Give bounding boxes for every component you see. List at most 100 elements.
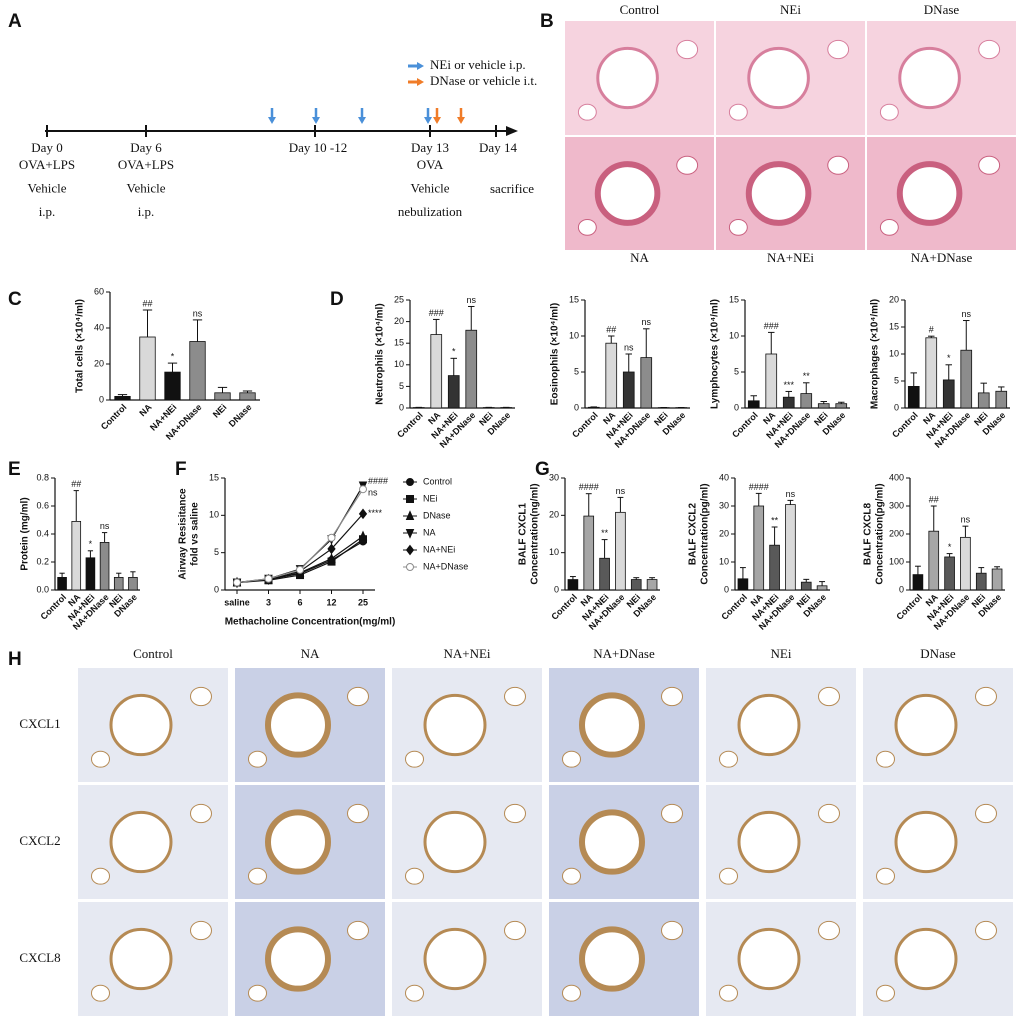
airway bbox=[423, 927, 487, 991]
alveolus bbox=[879, 103, 899, 121]
alveolus bbox=[818, 803, 840, 824]
y-axis-label: Concentration(pg/ml) bbox=[875, 483, 886, 584]
bar bbox=[189, 341, 206, 401]
y-axis-label: Eosinophils (×10⁴/ml) bbox=[550, 303, 561, 405]
bar bbox=[57, 577, 67, 591]
alveolus bbox=[577, 103, 597, 121]
significance: #### bbox=[368, 476, 388, 486]
bar bbox=[640, 357, 653, 409]
day-label: Day 6 bbox=[130, 140, 162, 155]
bar bbox=[747, 400, 760, 409]
micrograph bbox=[863, 785, 1013, 899]
bar bbox=[430, 334, 443, 409]
y-tick-label: 0 bbox=[399, 402, 404, 412]
bar bbox=[907, 385, 920, 409]
y-tick-label: 40 bbox=[94, 322, 104, 332]
alveolus bbox=[876, 984, 895, 1002]
bar bbox=[991, 568, 1003, 591]
y-tick-label: 10 bbox=[549, 547, 559, 557]
x-tick-label: 6 bbox=[297, 597, 302, 607]
y-axis-label: Protein (mg/ml) bbox=[20, 497, 31, 570]
bar bbox=[99, 542, 110, 591]
x-tick-label: 3 bbox=[266, 597, 271, 607]
ihc-row-label: CXCL8 bbox=[19, 950, 60, 965]
x-tick-label: Control bbox=[890, 410, 920, 440]
x-tick-label: Control bbox=[549, 592, 579, 622]
y-tick-label: 10 bbox=[729, 330, 739, 340]
bar bbox=[737, 578, 749, 591]
alveolus bbox=[975, 803, 997, 824]
alveolus bbox=[504, 803, 526, 824]
legend-arrow-head bbox=[417, 78, 424, 86]
y-tick-label: 30 bbox=[719, 500, 729, 510]
legend-marker bbox=[406, 478, 414, 486]
bar bbox=[599, 557, 610, 591]
marker bbox=[233, 578, 241, 587]
arrow-head bbox=[268, 117, 276, 124]
alveolus bbox=[728, 218, 748, 236]
alveolus bbox=[876, 750, 895, 768]
y-tick-label: 400 bbox=[889, 472, 904, 482]
significance: * bbox=[947, 353, 951, 363]
ihc-row-label: CXCL1 bbox=[19, 716, 60, 731]
airway bbox=[109, 927, 173, 991]
arrow-head bbox=[457, 117, 465, 124]
y-tick-label: 0.8 bbox=[36, 472, 49, 482]
legend-marker bbox=[405, 510, 415, 520]
airway bbox=[594, 161, 661, 226]
y-tick-label: 5 bbox=[734, 366, 739, 376]
legend-marker bbox=[406, 495, 414, 503]
alveolus bbox=[719, 867, 738, 885]
airway bbox=[265, 926, 331, 992]
significance: ns bbox=[368, 488, 378, 498]
bar bbox=[113, 577, 124, 591]
alveolus bbox=[661, 686, 683, 707]
significance: #### bbox=[749, 482, 769, 492]
day-label: Day 13 bbox=[411, 140, 449, 155]
airway bbox=[579, 926, 645, 992]
marker bbox=[327, 533, 336, 542]
y-tick-label: 0 bbox=[899, 584, 904, 594]
significance: ** bbox=[771, 515, 779, 525]
histology-label: NA bbox=[630, 250, 649, 265]
alveolus bbox=[676, 39, 699, 60]
y-tick-label: 10 bbox=[569, 330, 579, 340]
alveolus bbox=[676, 155, 699, 175]
panel-label: C bbox=[8, 289, 22, 310]
significance: ns bbox=[624, 342, 634, 352]
significance: ns bbox=[616, 486, 626, 496]
significance: ns bbox=[961, 309, 971, 319]
day-note: OVA+LPS bbox=[19, 157, 75, 172]
airway bbox=[737, 693, 801, 757]
marker bbox=[296, 565, 304, 574]
airway bbox=[109, 810, 173, 874]
panel-label: G bbox=[535, 459, 550, 480]
alveolus bbox=[248, 984, 267, 1002]
x-tick-label: NA bbox=[137, 402, 154, 419]
alveolus bbox=[661, 803, 683, 824]
bar bbox=[139, 336, 156, 401]
histology-label: DNase bbox=[924, 2, 960, 17]
bar bbox=[816, 585, 828, 591]
y-tick-label: 15 bbox=[729, 294, 739, 304]
bar bbox=[587, 406, 600, 409]
micrograph bbox=[863, 668, 1013, 782]
legend-marker bbox=[405, 544, 415, 556]
legend-label: DNase bbox=[423, 510, 451, 520]
x-tick-label: Control bbox=[38, 592, 68, 622]
panel-label: D bbox=[330, 289, 344, 310]
y-tick-label: 0 bbox=[734, 402, 739, 412]
arrow-head bbox=[312, 117, 320, 124]
bar bbox=[583, 515, 595, 591]
bar bbox=[605, 342, 618, 409]
y-tick-label: 5 bbox=[574, 366, 579, 376]
bar bbox=[817, 403, 830, 409]
alveolus bbox=[91, 984, 110, 1002]
alveolus bbox=[91, 867, 110, 885]
y-axis-label: fold vs saline bbox=[190, 502, 201, 566]
y-tick-label: 0.6 bbox=[36, 500, 49, 510]
significance: **** bbox=[368, 508, 383, 518]
bar bbox=[753, 505, 765, 591]
alveolus bbox=[405, 984, 424, 1002]
